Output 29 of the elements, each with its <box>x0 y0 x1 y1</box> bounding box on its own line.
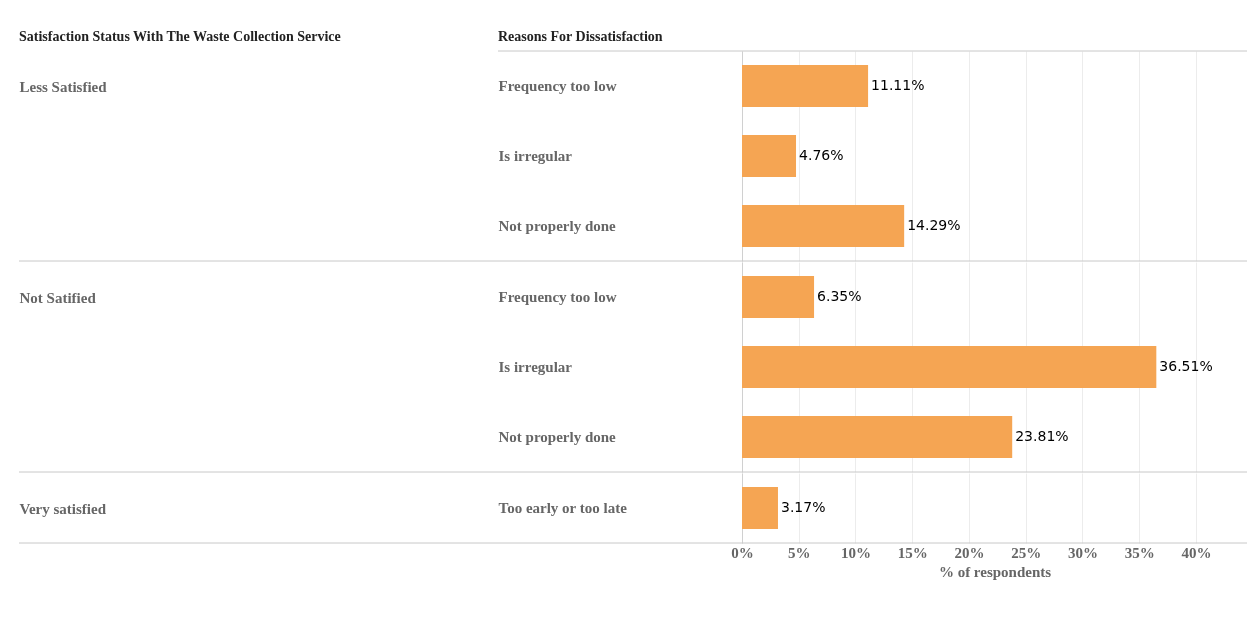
data-label: 36.51% <box>1159 358 1213 374</box>
data-label: 14.29% <box>907 217 961 233</box>
data-label: 11.11% <box>871 77 925 93</box>
y-axis-title: Not Satified <box>19 289 97 306</box>
data-label: 6.35% <box>817 288 862 304</box>
data-label: 3.17% <box>780 499 826 515</box>
x-tick-label: 30% <box>1067 544 1098 561</box>
y-tick-label: Not properly done <box>498 218 617 234</box>
y-tick-label: Not properly done <box>498 429 617 445</box>
y-tick-label: Frequency too low <box>498 289 617 305</box>
data-label: 4.76% <box>799 147 844 163</box>
x-tick-label: 35% <box>1124 544 1155 561</box>
x-tick-label: 0% <box>731 544 754 561</box>
text: Reasons For Dissatisfaction <box>498 29 663 44</box>
data-label: 23.81% <box>1015 428 1069 444</box>
x-axis-title: % of respondents <box>938 563 1052 580</box>
x-tick-label: 5% <box>787 544 811 561</box>
y-tick-label: Too early or too late <box>498 500 628 516</box>
y-tick-label: Is irregular <box>498 148 573 164</box>
x-tick-label: 25% <box>1011 544 1042 561</box>
y-axis-title: Very satisfied <box>19 500 107 517</box>
x-tick-label: 40% <box>1181 544 1212 561</box>
y-axis-title: Less Satisfied <box>19 78 108 95</box>
x-tick-label: 20% <box>954 544 985 561</box>
x-tick-label: 10% <box>840 544 871 561</box>
y-tick-label: Frequency too low <box>498 78 617 94</box>
y-tick-label: Is irregular <box>498 359 573 375</box>
x-tick-label: 15% <box>897 544 928 561</box>
text: Satisfaction Status With The Waste Collection Service <box>19 29 341 44</box>
